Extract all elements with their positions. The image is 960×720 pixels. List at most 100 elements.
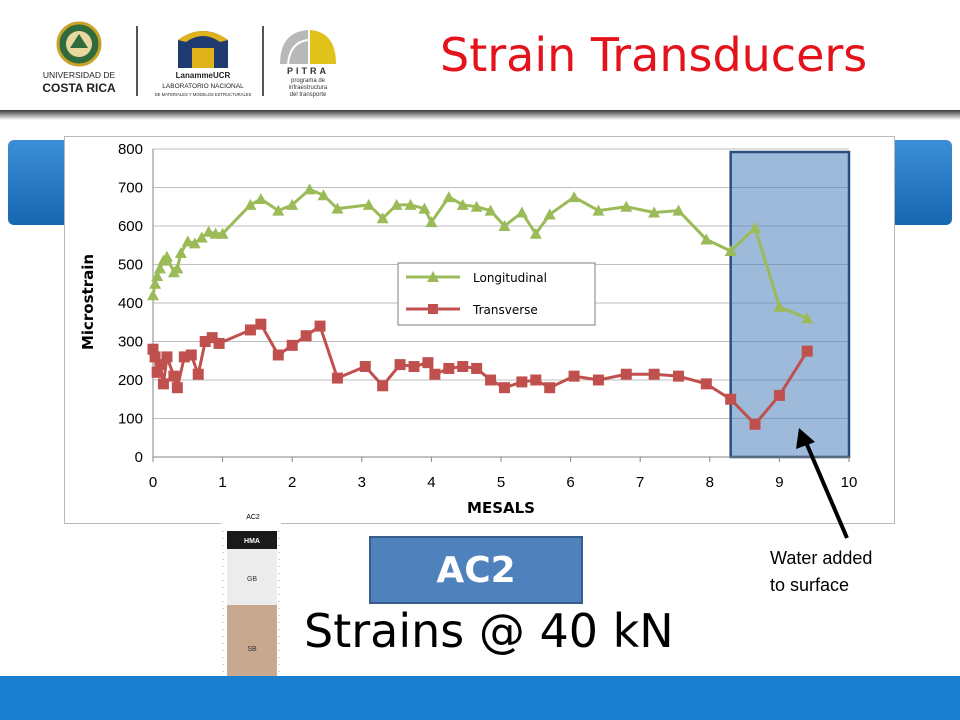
data-point-transverse	[568, 370, 580, 382]
y-tick-label: 500	[118, 257, 143, 274]
data-point-transverse	[672, 370, 684, 382]
data-point-longitudinal	[153, 262, 166, 274]
series-line-transverse	[151, 322, 809, 426]
data-point-transverse	[620, 368, 632, 380]
legend-marker-transverse	[428, 304, 438, 314]
ucr-logo: UNIVERSIDAD DE COSTA RICA	[42, 21, 116, 95]
data-point-longitudinal	[749, 221, 762, 233]
data-point-transverse	[377, 380, 389, 392]
hma-layer	[227, 531, 277, 549]
x-tick-label: 2	[288, 474, 296, 491]
data-point-longitudinal	[390, 198, 403, 210]
data-point-longitudinal	[404, 198, 417, 210]
legend-marker-longitudinal	[427, 271, 439, 282]
data-point-longitudinal	[272, 204, 285, 216]
data-point-longitudinal	[442, 191, 455, 203]
hma-layer-label: HMA	[244, 538, 260, 545]
slide-title: Strain Transducers	[440, 28, 868, 82]
data-point-longitudinal	[470, 200, 483, 212]
logo-divider	[136, 26, 138, 96]
pitra-logo-text-2: programa de	[291, 78, 326, 84]
data-point-longitudinal	[648, 206, 661, 218]
data-point-transverse	[544, 382, 556, 394]
header-divider	[0, 110, 960, 120]
data-point-transverse	[359, 361, 371, 373]
data-point-longitudinal	[773, 300, 786, 312]
data-point-transverse	[408, 361, 420, 373]
logo-divider	[262, 26, 264, 96]
data-point-longitudinal	[147, 289, 159, 301]
data-point-transverse	[725, 393, 737, 405]
pitra-logo-text-4: del transporte	[290, 92, 327, 98]
data-point-longitudinal	[568, 191, 581, 203]
water-added-annotation: Water added to surface	[770, 545, 920, 599]
sb-layer	[227, 605, 277, 683]
data-point-longitudinal	[484, 204, 497, 216]
y-axis-title: Microstrain	[79, 254, 97, 350]
lanammeucr-logo: LanammeUCR LABORATORIO NACIONAL DE MATER…	[155, 31, 252, 97]
data-point-longitudinal	[181, 235, 194, 247]
data-point-transverse	[171, 382, 183, 394]
gb-layer-label: GB	[247, 576, 257, 583]
x-tick-label: 1	[218, 474, 226, 491]
data-point-transverse	[206, 332, 218, 344]
data-point-transverse	[199, 336, 211, 347]
data-point-longitudinal	[376, 212, 389, 224]
y-tick-label: 300	[118, 334, 143, 351]
data-point-longitudinal	[286, 198, 299, 210]
data-point-longitudinal	[529, 227, 542, 239]
gb-layer	[227, 549, 277, 605]
data-point-longitudinal	[244, 198, 257, 210]
data-point-longitudinal	[188, 237, 201, 249]
x-tick-label: 4	[427, 474, 435, 491]
data-point-longitudinal	[331, 202, 344, 214]
data-point-transverse	[314, 320, 326, 332]
data-point-transverse	[151, 366, 163, 378]
annotation-line-1: Water added	[770, 548, 873, 568]
data-point-longitudinal	[515, 206, 528, 218]
pitra-logo: PITRA programa de infraestructura del tr…	[280, 30, 336, 98]
data-point-transverse	[149, 351, 161, 363]
data-point-transverse	[161, 351, 173, 363]
data-point-transverse	[286, 339, 298, 351]
data-point-transverse	[331, 372, 343, 384]
data-point-longitudinal	[254, 193, 267, 205]
strain-chart: 0 100 200 300 400 500 600 700 800 0 1 2 3 4 5 6 7 8 9 10 Lo…	[64, 136, 895, 524]
data-point-longitudinal	[543, 208, 556, 220]
sb-layer-label: SB	[247, 646, 257, 653]
x-tick-label: 6	[566, 474, 574, 491]
data-point-longitudinal	[171, 262, 184, 274]
data-point-longitudinal	[418, 202, 431, 214]
data-point-transverse	[157, 378, 169, 390]
x-axis-title: MESALS	[467, 499, 535, 517]
y-tick-label: 100	[118, 411, 143, 428]
x-tick-label: 7	[636, 474, 644, 491]
y-tick-label: 700	[118, 180, 143, 197]
data-point-transverse	[429, 368, 441, 380]
data-point-transverse	[749, 418, 761, 430]
chart-legend: Longitudinal Transverse	[397, 262, 596, 326]
series-line-longitudinal	[151, 187, 808, 320]
data-point-longitudinal	[801, 312, 814, 324]
data-point-transverse	[457, 361, 469, 373]
slide-header: UNIVERSIDAD DE COSTA RICA LanammeUCR LAB…	[0, 0, 960, 110]
legend-label-longitudinal: Longitudinal	[473, 271, 547, 285]
x-tick-label: 10	[841, 474, 858, 491]
data-point-longitudinal	[425, 216, 438, 228]
data-point-transverse	[272, 349, 284, 361]
data-point-transverse	[168, 370, 180, 382]
ucr-logo-text-2: COSTA RICA	[42, 81, 116, 95]
x-tick-label: 3	[358, 474, 366, 491]
data-point-longitudinal	[174, 246, 187, 258]
data-point-transverse	[516, 376, 528, 388]
lanamme-logo-text-1: LanammeUCR	[176, 71, 231, 80]
data-point-transverse	[255, 318, 267, 330]
data-point-transverse	[192, 368, 204, 380]
data-point-longitudinal	[498, 220, 511, 231]
pavement-section-diagram: AC2 HMA GB SB	[221, 509, 281, 687]
y-tick-label: 600	[118, 218, 143, 235]
footer-bar	[0, 676, 960, 720]
data-point-longitudinal	[160, 250, 173, 262]
x-tick-label: 9	[775, 474, 783, 491]
y-tick-label: 0	[135, 449, 143, 466]
